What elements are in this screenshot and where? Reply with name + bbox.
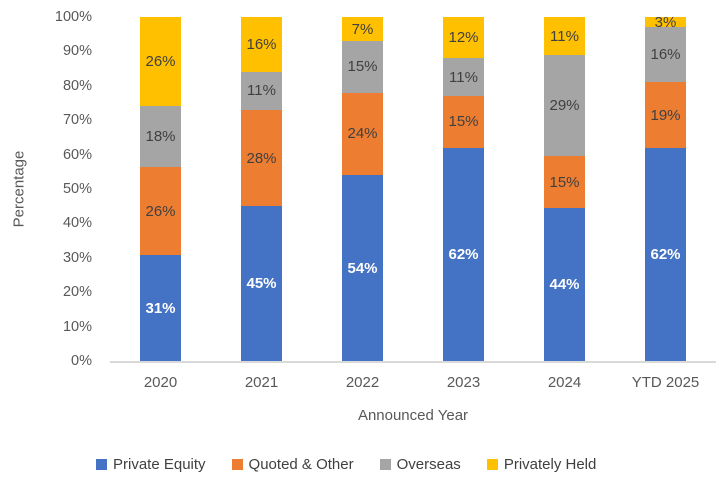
bar-segment-private-equity: 45% bbox=[241, 206, 282, 361]
bar-segment-privately-held: 16% bbox=[241, 17, 282, 73]
bar-column-2024: 11% 29% 15% 44% bbox=[514, 17, 615, 361]
data-label: 26% bbox=[145, 52, 176, 70]
x-axis-category-labels: 2020 2021 2022 2023 2024 YTD 2025 bbox=[110, 374, 716, 391]
stacked-bar: 7% 15% 24% 54% bbox=[342, 17, 383, 361]
data-label: 31% bbox=[145, 299, 176, 317]
data-label: 26% bbox=[145, 202, 176, 220]
y-tick-label: 10% bbox=[62, 318, 92, 335]
bar-segment-overseas: 11% bbox=[241, 72, 282, 110]
data-label: 29% bbox=[549, 97, 580, 115]
bar-segment-overseas: 16% bbox=[645, 27, 686, 83]
data-label: 12% bbox=[448, 29, 479, 47]
legend-item-privately-held: Privately Held bbox=[486, 456, 597, 473]
data-label: 15% bbox=[549, 173, 580, 191]
data-label: 62% bbox=[650, 245, 681, 263]
bar-segment-privately-held: 26% bbox=[140, 17, 181, 106]
legend-swatch-icon bbox=[231, 459, 243, 470]
legend-label: Privately Held bbox=[503, 456, 597, 473]
stacked-bar: 26% 18% 26% 31% bbox=[140, 17, 181, 361]
legend-swatch-icon bbox=[486, 459, 498, 470]
data-label: 3% bbox=[654, 13, 677, 31]
bar-segment-quoted-other: 26% bbox=[140, 166, 181, 256]
legend-label: Quoted & Other bbox=[248, 456, 354, 473]
x-axis-title: Announced Year bbox=[357, 407, 469, 424]
y-tick-label: 90% bbox=[62, 43, 92, 60]
data-label: 7% bbox=[351, 20, 374, 38]
bar-segment-privately-held: 7% bbox=[342, 17, 383, 42]
bar-segment-privately-held: 3% bbox=[645, 13, 686, 31]
data-label: 15% bbox=[347, 58, 378, 76]
bar-segment-private-equity: 62% bbox=[443, 147, 484, 361]
data-label: 16% bbox=[650, 46, 681, 64]
bar-segment-quoted-other: 15% bbox=[544, 155, 585, 209]
bar-column-2023: 12% 11% 15% 62% bbox=[413, 17, 514, 361]
legend-swatch-icon bbox=[96, 459, 107, 470]
bar-segment-private-equity: 62% bbox=[645, 147, 686, 361]
bar-segment-privately-held: 12% bbox=[443, 17, 484, 59]
data-label: 54% bbox=[347, 259, 378, 277]
y-tick-label: 0% bbox=[71, 353, 92, 369]
y-tick-label: 40% bbox=[62, 215, 92, 232]
bar-segment-private-equity: 44% bbox=[544, 208, 585, 361]
bar-column-2021: 16% 11% 28% 45% bbox=[211, 17, 312, 361]
chart-legend: Private Equity Quoted & Other Overseas Priv… bbox=[96, 456, 596, 473]
legend-swatch-icon bbox=[379, 459, 391, 470]
data-label: 15% bbox=[448, 113, 479, 131]
bar-column-2022: 7% 15% 24% 54% bbox=[312, 17, 413, 361]
bar-segment-quoted-other: 19% bbox=[645, 82, 686, 148]
bar-segment-overseas: 18% bbox=[140, 105, 181, 167]
data-label: 19% bbox=[650, 106, 681, 124]
bar-segment-quoted-other: 28% bbox=[241, 109, 282, 207]
bar-segment-quoted-other: 24% bbox=[342, 92, 383, 176]
y-tick-label: 30% bbox=[62, 249, 92, 266]
stacked-bar: 12% 11% 15% 62% bbox=[443, 17, 484, 361]
bar-segment-overseas: 29% bbox=[544, 55, 585, 156]
bar-segment-private-equity: 54% bbox=[342, 175, 383, 361]
y-tick-label: 60% bbox=[62, 146, 92, 163]
data-label: 44% bbox=[549, 276, 580, 294]
data-label: 11% bbox=[550, 27, 579, 45]
x-category-label: 2022 bbox=[345, 374, 380, 391]
legend-item-overseas: Overseas bbox=[379, 456, 461, 473]
bar-column-2020: 26% 18% 26% 31% bbox=[110, 17, 211, 361]
x-category-label: YTD 2025 bbox=[631, 374, 700, 391]
x-category-label: 2023 bbox=[446, 374, 481, 391]
bar-segment-privately-held: 11% bbox=[544, 17, 585, 56]
x-category-label: 2024 bbox=[547, 374, 582, 391]
y-tick-label: 50% bbox=[62, 181, 92, 197]
data-label: 62% bbox=[448, 245, 479, 263]
y-tick-label: 80% bbox=[62, 77, 92, 94]
y-axis-title: Percentage bbox=[10, 150, 28, 228]
stacked-bar: 3% 16% 19% 62% bbox=[645, 13, 686, 361]
bar-segment-overseas: 11% bbox=[443, 58, 484, 97]
y-tick-label: 100% bbox=[54, 9, 92, 25]
x-category-label: 2021 bbox=[244, 374, 279, 391]
data-label: 16% bbox=[246, 36, 277, 54]
data-label: 45% bbox=[246, 275, 277, 293]
legend-label: Overseas bbox=[396, 456, 461, 473]
data-label: 24% bbox=[347, 125, 378, 143]
y-tick-label: 70% bbox=[62, 112, 92, 129]
legend-item-private-equity: Private Equity bbox=[96, 456, 206, 473]
plot-area: 26% 18% 26% 31% 16% 11% 28% 45% 7% 15% 24% 54% 12% 11… bbox=[110, 13, 716, 363]
stacked-bar: 16% 11% 28% 45% bbox=[241, 17, 282, 361]
data-label: 18% bbox=[145, 127, 176, 145]
x-category-label: 2020 bbox=[143, 374, 178, 391]
stacked-bar: 11% 29% 15% 44% bbox=[544, 17, 585, 361]
bar-segment-quoted-other: 15% bbox=[443, 96, 484, 148]
y-tick-label: 20% bbox=[62, 284, 92, 301]
data-label: 28% bbox=[246, 149, 277, 167]
bar-segment-private-equity: 31% bbox=[140, 255, 181, 361]
data-label: 11% bbox=[247, 82, 276, 100]
legend-item-quoted-other: Quoted & Other bbox=[231, 456, 354, 473]
data-label: 11% bbox=[449, 68, 478, 86]
bar-segment-overseas: 15% bbox=[342, 41, 383, 93]
legend-label: Private Equity bbox=[113, 456, 206, 473]
bar-column-ytd-2025: 3% 16% 19% 62% bbox=[615, 13, 716, 361]
